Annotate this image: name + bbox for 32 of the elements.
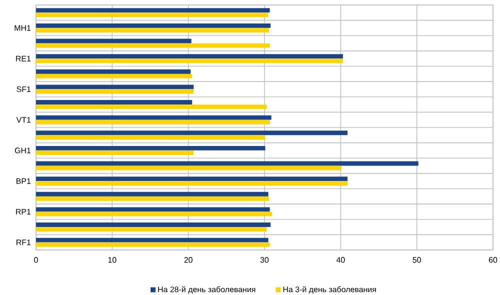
bar bbox=[36, 74, 192, 78]
bar bbox=[36, 192, 268, 196]
bar bbox=[36, 227, 267, 232]
bar bbox=[36, 28, 270, 32]
bar bbox=[36, 135, 266, 140]
bar bbox=[36, 115, 272, 120]
bar bbox=[36, 212, 272, 216]
bar bbox=[36, 150, 194, 155]
bar bbox=[36, 166, 342, 170]
bar bbox=[36, 84, 194, 90]
bar bbox=[36, 238, 268, 242]
bar bbox=[36, 8, 270, 13]
bar bbox=[36, 58, 343, 64]
bar bbox=[36, 120, 270, 124]
bar bbox=[36, 161, 418, 166]
bar bbox=[36, 176, 348, 181]
bar bbox=[36, 23, 271, 28]
bar bbox=[36, 242, 270, 247]
bar bbox=[36, 54, 343, 58]
bar bbox=[36, 181, 348, 186]
bar bbox=[36, 89, 194, 94]
bar bbox=[36, 12, 268, 18]
bar bbox=[36, 222, 271, 227]
bar bbox=[36, 196, 270, 201]
bar bbox=[36, 38, 192, 44]
bar bbox=[36, 69, 191, 74]
bar bbox=[36, 104, 267, 110]
bar bbox=[36, 43, 270, 48]
bar bbox=[36, 130, 348, 136]
bar bbox=[36, 146, 266, 150]
bar bbox=[36, 207, 270, 212]
bar bbox=[36, 100, 192, 104]
